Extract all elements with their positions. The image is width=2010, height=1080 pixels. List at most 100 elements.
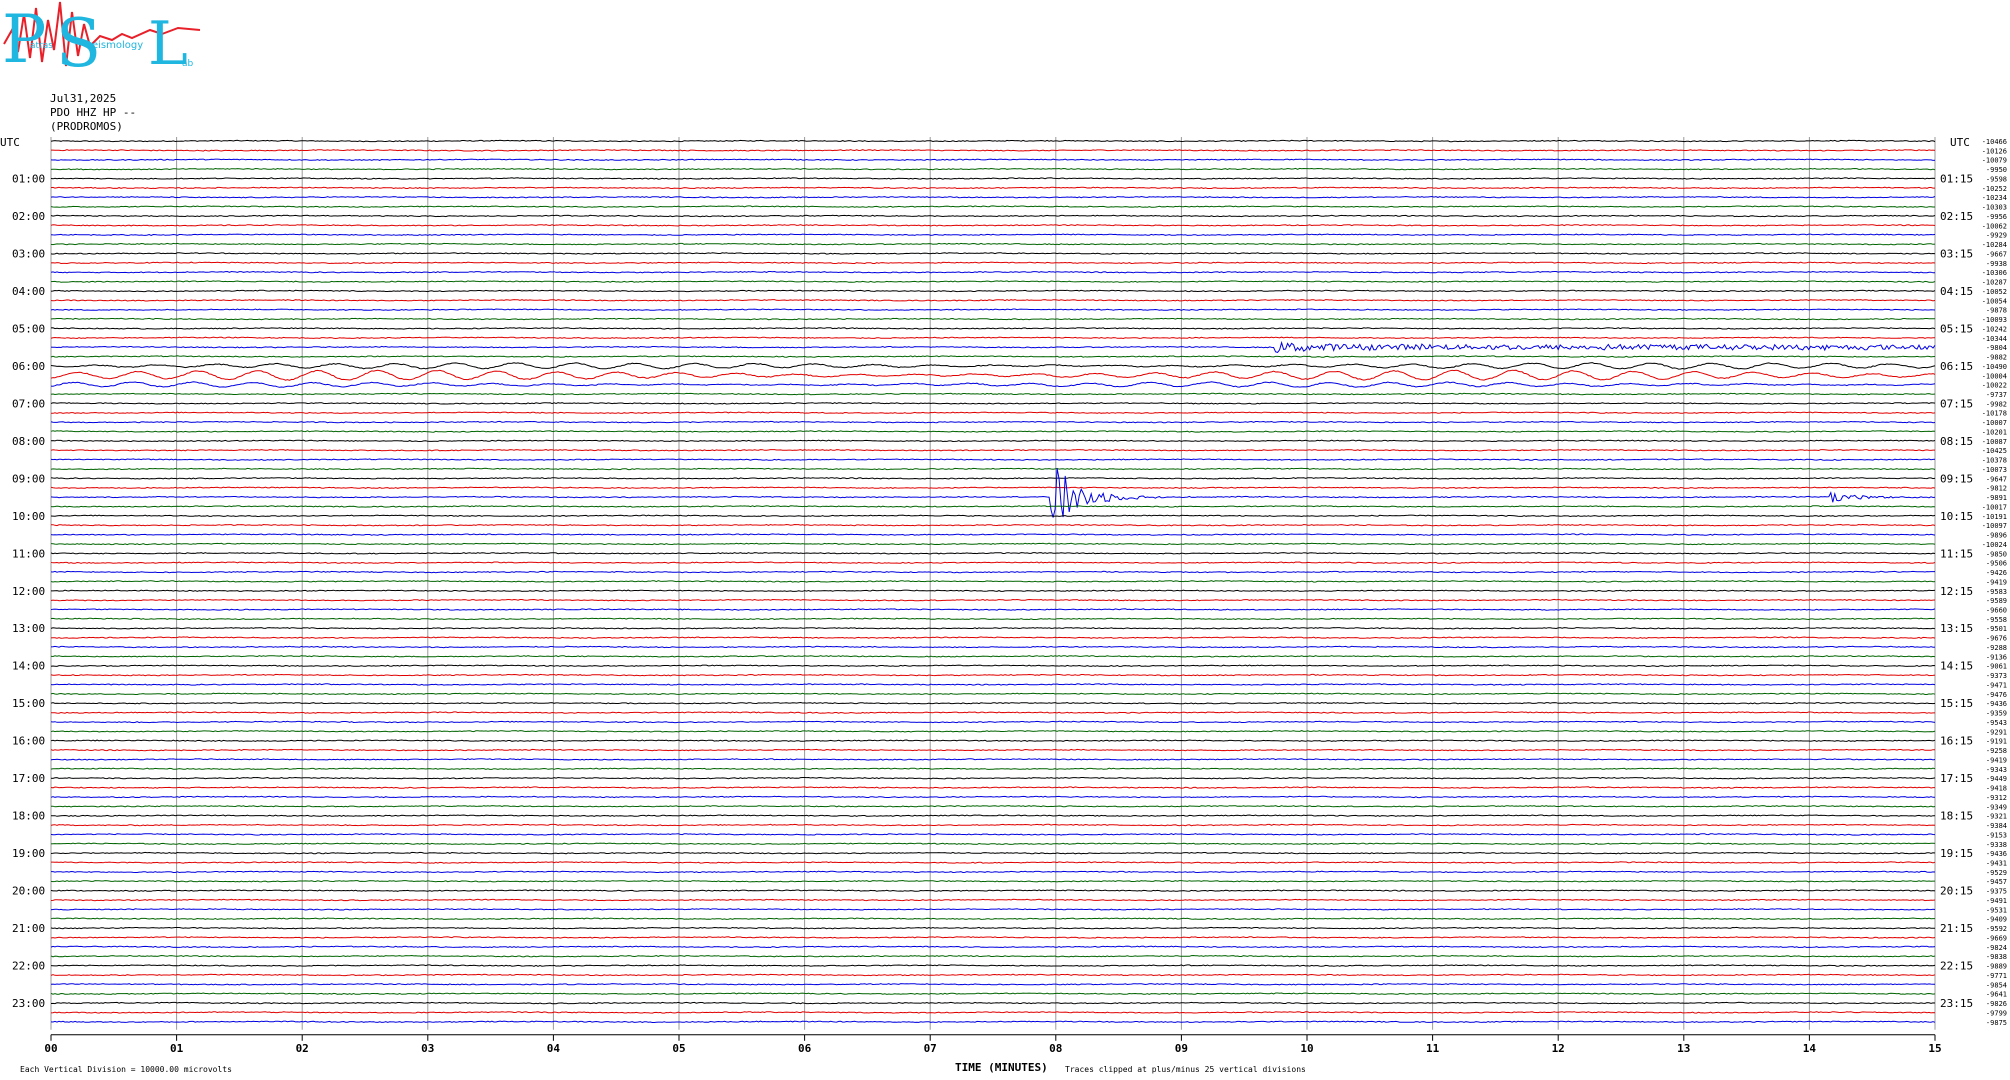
hour-label-left: 11:00 xyxy=(12,547,45,560)
x-tick-label: 06 xyxy=(798,1042,812,1055)
hour-label-left: 19:00 xyxy=(12,847,45,860)
seismogram-trace xyxy=(51,870,1936,874)
hour-label-left: 14:00 xyxy=(12,660,45,673)
trace-offset-label: -9667 xyxy=(1986,250,2007,258)
trace-offset-label: -10024 xyxy=(1982,541,2007,549)
vertical-division-note: Each Vertical Division = 10000.00 microv… xyxy=(20,1065,232,1074)
seismogram-trace xyxy=(50,458,1936,461)
x-tick-label: 03 xyxy=(421,1042,434,1055)
seismogram-trace xyxy=(50,355,1936,358)
hour-label-left: 04:00 xyxy=(12,285,45,298)
x-tick-label: 02 xyxy=(296,1042,309,1055)
hour-label-left: 13:00 xyxy=(12,622,45,635)
trace-offset-label: -9531 xyxy=(1986,906,2007,914)
trace-offset-label: -9812 xyxy=(1986,485,2007,493)
seismogram-trace xyxy=(50,823,1936,827)
seismogram-trace xyxy=(50,467,1936,471)
seismogram-trace xyxy=(50,430,1936,433)
hour-label-right: 06:15 xyxy=(1940,360,1973,373)
seismogram-trace xyxy=(50,636,1936,639)
trace-offset-label: -10062 xyxy=(1982,222,2007,230)
trace-offset-label: -9824 xyxy=(1986,944,2007,952)
seismogram-trace xyxy=(50,280,1936,283)
hour-label-left: 16:00 xyxy=(12,735,45,748)
seismogram-trace xyxy=(50,730,1936,733)
trace-offset-label: -9878 xyxy=(1986,307,2007,315)
trace-offset-label: -9136 xyxy=(1986,653,2007,661)
trace-offset-label: -10126 xyxy=(1982,147,2007,155)
trace-offset-label: -9850 xyxy=(1986,550,2007,558)
trace-offset-label: -9436 xyxy=(1986,700,2007,708)
seismogram-trace xyxy=(50,224,1936,227)
header-station: PDO HHZ HP -- xyxy=(50,106,137,119)
hour-label-right: 17:15 xyxy=(1940,772,1973,785)
seismogram-trace xyxy=(50,748,1935,752)
trace-offset-label: -10425 xyxy=(1982,447,2007,455)
hour-label-left: 09:00 xyxy=(12,472,45,485)
trace-offset-label: -9288 xyxy=(1986,644,2007,652)
seismogram-trace xyxy=(50,186,1935,190)
trace-offset-label: -9589 xyxy=(1986,597,2007,605)
seismogram-trace xyxy=(50,936,1936,939)
x-tick-label: 07 xyxy=(924,1042,937,1055)
hour-label-right: 09:15 xyxy=(1940,472,1973,485)
x-tick-label: 01 xyxy=(170,1042,184,1055)
trace-offset-label: -10378 xyxy=(1982,457,2007,465)
x-tick-label: 12 xyxy=(1552,1042,1565,1055)
trace-offset-label: -9529 xyxy=(1986,869,2007,877)
trace-offset-label: -9418 xyxy=(1986,785,2007,793)
seismogram-trace xyxy=(50,598,1936,602)
trace-offset-label: -9956 xyxy=(1986,213,2007,221)
trace-offset-label: -9558 xyxy=(1986,616,2007,624)
trace-offset-label: -9506 xyxy=(1986,560,2007,568)
hour-label-left: 10:00 xyxy=(12,510,45,523)
seismogram-trace xyxy=(50,580,1936,583)
seismogram-trace xyxy=(50,973,1936,977)
trace-offset-label: -9476 xyxy=(1986,691,2007,699)
trace-offset-label: -9641 xyxy=(1986,991,2007,999)
x-tick-label: 14 xyxy=(1803,1042,1817,1055)
x-tick-label: 08 xyxy=(1049,1042,1062,1055)
hour-label-right: 21:15 xyxy=(1940,922,1973,935)
trace-offset-label: -10252 xyxy=(1982,185,2007,193)
trace-offset-label: -10284 xyxy=(1982,241,2007,249)
hour-label-right: 07:15 xyxy=(1940,397,1973,410)
seismogram-trace xyxy=(50,233,1936,236)
hour-label-right: 08:15 xyxy=(1940,435,1973,448)
trace-offset-label: -9419 xyxy=(1986,756,2007,764)
seismogram-trace xyxy=(50,983,1936,986)
trace-offset-label: -9449 xyxy=(1986,775,2007,783)
seismogram-trace xyxy=(50,411,1936,414)
right-hour-labels: 01:15 02:15 03:15 04:15 05:15 06:15 07:15 08:15… xyxy=(1940,172,1973,1010)
trace-offset-labels: -10466-10126 -10079-9950-9598 -10252-10234… xyxy=(1982,138,2007,1027)
trace-offset-label: -10242 xyxy=(1982,325,2007,333)
trace-offset-label: -10054 xyxy=(1982,297,2007,305)
right-utc-label: UTC xyxy=(1950,136,1970,149)
seismogram-trace xyxy=(50,814,1936,817)
trace-offset-label: -10097 xyxy=(1982,522,2007,530)
hour-label-right: 13:15 xyxy=(1940,622,1973,635)
hour-label-right: 04:15 xyxy=(1940,285,1973,298)
trace-offset-label: -9359 xyxy=(1986,710,2007,718)
trace-offset-label: -10022 xyxy=(1982,382,2007,390)
trace-offset-label: -9875 xyxy=(1986,1019,2007,1027)
seismogram-trace xyxy=(50,889,1936,892)
x-tick-label: 10 xyxy=(1300,1042,1313,1055)
seismogram-trace xyxy=(50,327,1936,330)
trace-offset-label: -9321 xyxy=(1986,813,2007,821)
hour-label-left: 22:00 xyxy=(12,960,45,973)
seismogram-trace xyxy=(50,842,1936,845)
seismogram-trace xyxy=(50,739,1936,742)
trace-offset-label: -9426 xyxy=(1986,569,2007,577)
trace-offset-label: -9676 xyxy=(1986,635,2007,643)
trace-offset-label: -9929 xyxy=(1986,232,2007,240)
seismogram-trace xyxy=(50,570,1935,574)
trace-offset-label: -10093 xyxy=(1982,316,2007,324)
trace-offset-label: -9373 xyxy=(1986,672,2007,680)
seismogram-trace xyxy=(50,720,1936,724)
seismogram-trace xyxy=(50,561,1936,564)
trace-offset-label: -9191 xyxy=(1986,738,2007,746)
trace-offset-label: -9471 xyxy=(1986,681,2007,689)
seismogram-trace xyxy=(50,477,1936,480)
